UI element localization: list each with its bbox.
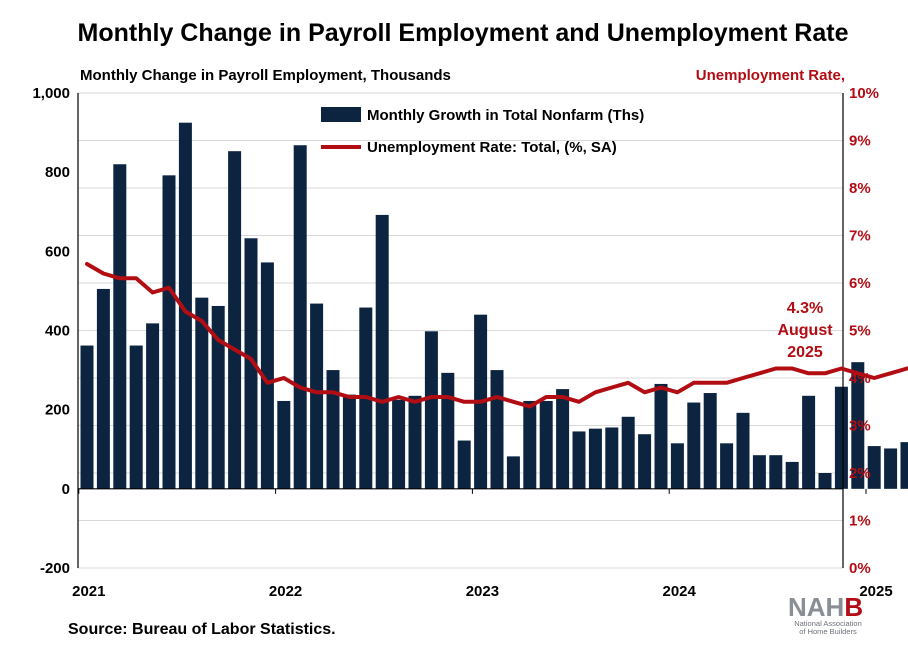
legend-line-label: Unemployment Rate: Total, (%, SA) (367, 139, 617, 156)
bar (424, 331, 438, 489)
bar (785, 461, 799, 489)
bar (375, 214, 389, 489)
x-axis-ticks: 2021 2022 2023 2024 2025 (72, 583, 893, 600)
x-tick-label: 2022 (269, 583, 302, 600)
right-tick-label: 9% (849, 133, 871, 150)
bar (720, 443, 734, 489)
x-tick-label: 2024 (663, 583, 697, 600)
bar (408, 395, 422, 489)
right-tick-label: 3% (849, 418, 871, 435)
legend: Monthly Growth in Total Nonfarm (Ths) Un… (321, 107, 644, 156)
bar (392, 399, 406, 489)
bar (146, 323, 160, 489)
nahb-logo: NAHB National Association of Home Builder… (784, 592, 870, 640)
bar (867, 446, 881, 489)
bar (654, 383, 668, 489)
right-tick-label: 10% (849, 85, 879, 102)
bar (900, 442, 908, 489)
bar (556, 389, 570, 489)
bar (523, 400, 537, 489)
left-axis-ticks: 1,000 800 600 400 200 0 -200 (32, 85, 70, 577)
bar (802, 395, 816, 489)
bar (490, 370, 504, 489)
axes (77, 93, 867, 568)
logo-subtitle: National Association of Home Builders (794, 619, 862, 636)
logo-wordmark: NAHB (788, 592, 864, 622)
bar (818, 473, 832, 489)
bar (539, 400, 553, 489)
annotation-month: August (777, 322, 833, 339)
right-tick-label: 6% (849, 275, 871, 292)
bar (670, 443, 684, 489)
right-tick-label: 7% (849, 228, 871, 245)
bar (588, 428, 602, 489)
bar (342, 394, 356, 489)
left-tick-label: 0 (62, 481, 70, 498)
bar (457, 440, 471, 489)
left-tick-label: 200 (45, 402, 70, 419)
legend-bar-label: Monthly Growth in Total Nonfarm (Ths) (367, 107, 644, 124)
bar-series (80, 122, 908, 489)
bar (736, 412, 750, 489)
bar (884, 448, 898, 489)
bar (621, 416, 635, 489)
bar (441, 372, 455, 489)
source-note: Source: Bureau of Labor Statistics. (68, 621, 336, 638)
bar (211, 305, 225, 489)
right-tick-label: 0% (849, 560, 871, 577)
bar (277, 400, 291, 489)
bar (638, 434, 652, 489)
legend-bar-swatch (321, 107, 361, 122)
bar (834, 386, 848, 489)
x-tick-label: 2021 (72, 583, 105, 600)
right-tick-label: 1% (849, 513, 871, 530)
bar (572, 431, 586, 489)
right-axis-label: Unemployment Rate, (696, 67, 845, 84)
gridlines (78, 92, 843, 569)
bar (80, 345, 94, 489)
bar (752, 455, 766, 489)
right-tick-label: 2% (849, 465, 871, 482)
bar (129, 345, 143, 489)
x-tick-label: 2023 (466, 583, 499, 600)
latest-annotation: 4.3% August 2025 (777, 300, 833, 361)
bar (195, 297, 209, 489)
bar (162, 175, 176, 489)
bar (687, 402, 701, 489)
bar (113, 164, 127, 489)
left-tick-label: 600 (45, 243, 70, 260)
annotation-year: 2025 (787, 344, 823, 361)
bar (260, 262, 274, 489)
bar (703, 393, 717, 489)
bar (310, 303, 324, 489)
bar (228, 151, 242, 489)
left-tick-label: -200 (40, 560, 70, 577)
right-axis-ticks: 10% 9% 8% 7% 6% 5% 4% 3% 2% 1% 0% (849, 85, 879, 577)
left-tick-label: 400 (45, 323, 70, 340)
bar (605, 427, 619, 489)
right-tick-label: 4% (849, 370, 871, 387)
bar (851, 362, 865, 489)
bar (326, 370, 340, 489)
line-series (85, 262, 908, 409)
left-axis-label: Monthly Change in Payroll Employment, Th… (80, 67, 451, 84)
right-tick-label: 5% (849, 323, 871, 340)
bar (244, 238, 258, 489)
left-tick-label: 1,000 (32, 85, 70, 102)
right-tick-label: 8% (849, 180, 871, 197)
bar (293, 145, 307, 489)
unemployment-line (85, 262, 908, 409)
bar (769, 455, 783, 489)
chart-title: Monthly Change in Payroll Employment and… (78, 19, 849, 47)
bar (178, 122, 192, 489)
left-tick-label: 800 (45, 164, 70, 181)
x-tick-label: 2025 (859, 583, 892, 600)
bar (96, 288, 110, 489)
bar (506, 456, 520, 489)
annotation-value: 4.3% (787, 300, 823, 317)
